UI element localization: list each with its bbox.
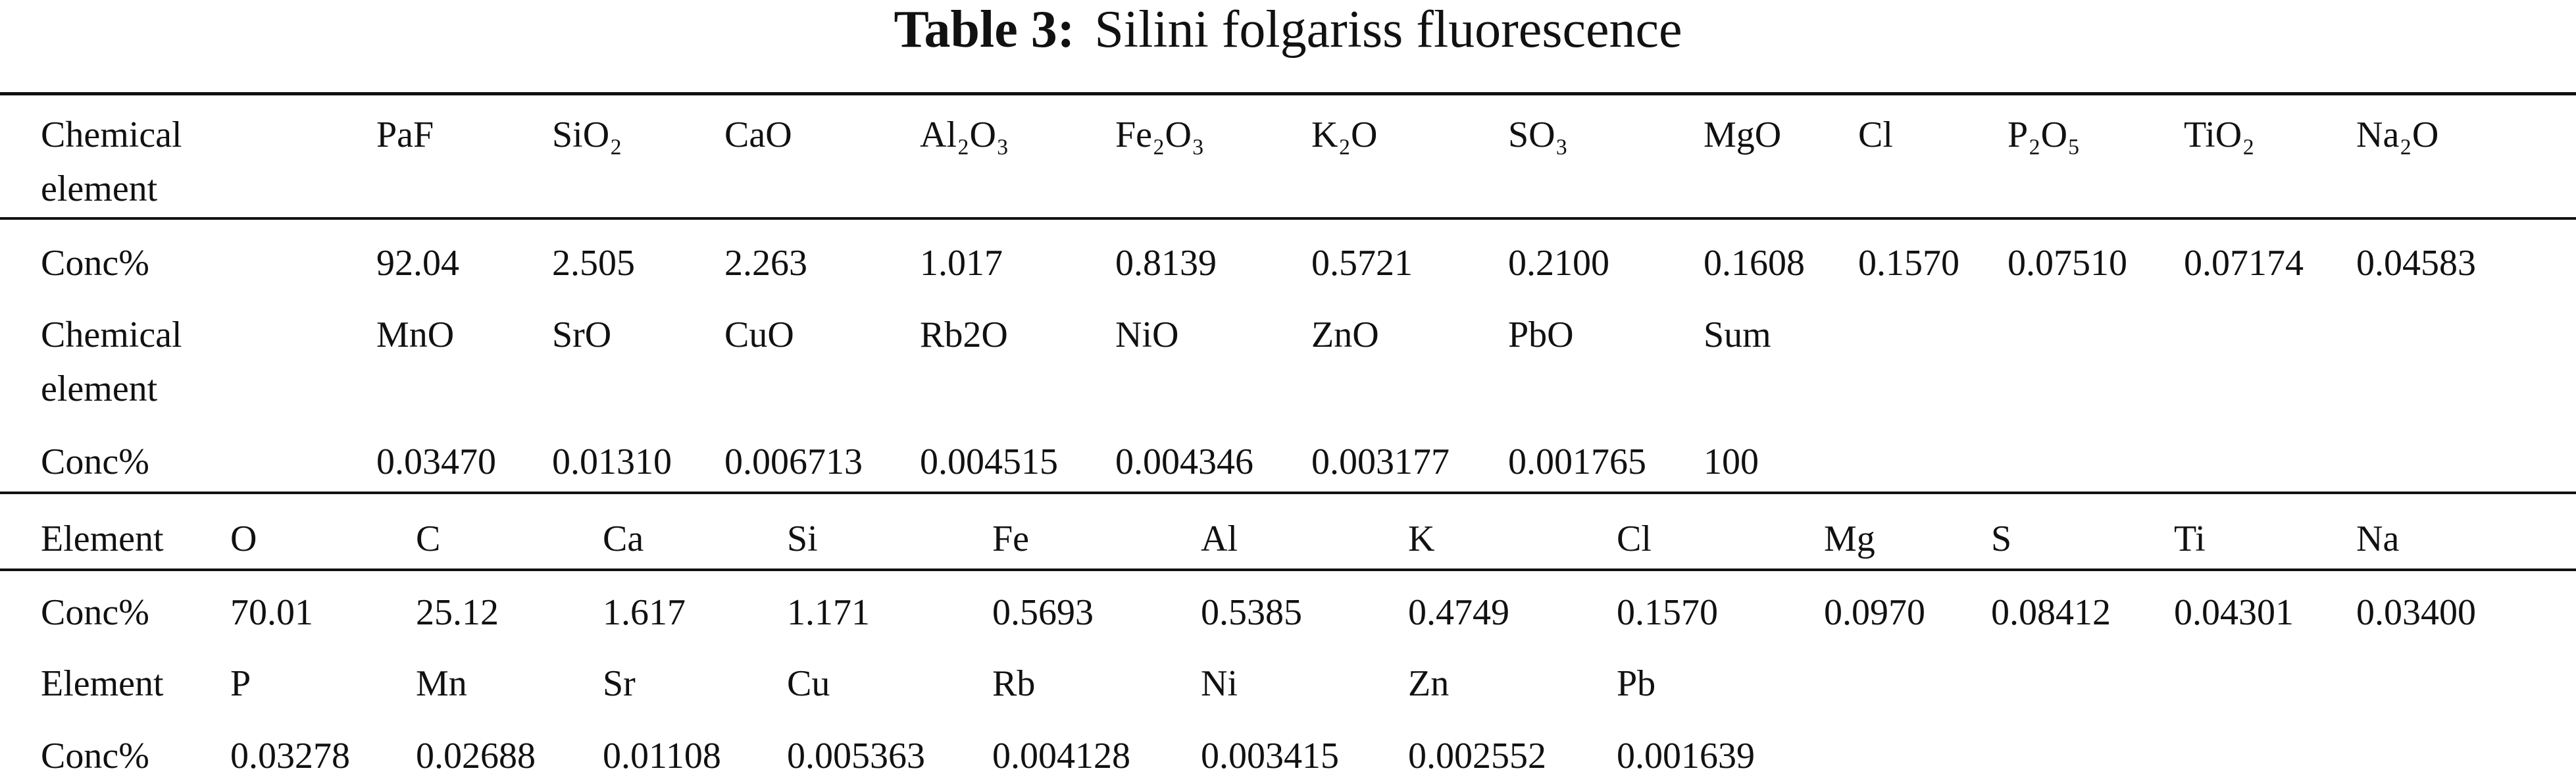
table-cell: 0.002552	[1408, 736, 1546, 776]
table-cell: PaF	[376, 114, 434, 155]
table-cell: CuO	[724, 315, 794, 355]
rule	[0, 92, 2576, 95]
table-cell: P	[230, 663, 251, 704]
table-cell: 2.263	[724, 243, 807, 284]
table-cell: 0.1570	[1858, 243, 1959, 284]
table-cell: 0.001639	[1617, 736, 1755, 776]
rule	[0, 568, 2576, 571]
rule	[0, 492, 2576, 494]
table-cell: 0.2100	[1508, 243, 1609, 284]
rule	[0, 217, 2576, 220]
table-cell: 0.003415	[1201, 736, 1339, 776]
table-cell: 0.8139	[1115, 243, 1217, 284]
table-cell: 0.004346	[1115, 442, 1253, 482]
table-cell: Cl	[1617, 518, 1652, 559]
table-cell: 92.04	[376, 243, 459, 284]
table-cell: ZnO	[1311, 315, 1379, 355]
title-text: Silini folgariss fluorescence	[1094, 1, 1682, 59]
table-cell: P₂O₅	[2008, 114, 2081, 155]
table-cell: Fe	[992, 518, 1029, 559]
row-label: Chemical element	[41, 114, 182, 209]
table-cell: 0.0970	[1824, 592, 1925, 633]
table-cell: 0.004515	[920, 442, 1058, 482]
table-cell: K	[1408, 518, 1435, 559]
table-cell: 1.017	[920, 243, 1003, 284]
table-cell: 0.02688	[416, 736, 536, 776]
table-cell: CaO	[724, 114, 792, 155]
table-cell: Rb	[992, 663, 1036, 704]
table-cell: 70.01	[230, 592, 313, 633]
table-cell: Ni	[1201, 663, 1238, 704]
table-cell: 1.617	[603, 592, 686, 633]
table-cell: 0.03400	[2356, 592, 2476, 633]
table-cell: 0.5721	[1311, 243, 1413, 284]
row-label: Chemical element	[41, 315, 182, 409]
row-label: Element	[41, 518, 164, 559]
table-cell: 0.01108	[603, 736, 721, 776]
table-cell: Na	[2356, 518, 2400, 559]
table-cell: 0.01310	[552, 442, 672, 482]
table-cell: 0.04583	[2356, 243, 2476, 284]
table-cell: 0.1570	[1617, 592, 1718, 633]
table-cell: 25.12	[416, 592, 499, 633]
table-cell: 0.006713	[724, 442, 863, 482]
table-cell: Pb	[1617, 663, 1656, 704]
table-title: Table 3: Silini folgariss fluorescence	[0, 0, 2576, 59]
row-label: Conc%	[41, 243, 149, 284]
table-cell: 0.5385	[1201, 592, 1302, 633]
table-cell: Na₂O	[2356, 114, 2439, 155]
table-cell: Cl	[1858, 114, 1893, 155]
table-cell: 0.1608	[1704, 243, 1805, 284]
row-label: Element	[41, 663, 164, 704]
table-cell: 0.4749	[1408, 592, 1509, 633]
row-label: Conc%	[41, 592, 149, 633]
table-cell: 0.03470	[376, 442, 496, 482]
table-cell: Sum	[1704, 315, 1771, 355]
table-cell: 2.505	[552, 243, 635, 284]
table-cell: 0.04301	[2174, 592, 2294, 633]
table-cell: PbO	[1508, 315, 1574, 355]
table-cell: Mg	[1824, 518, 1875, 559]
table-cell: Zn	[1408, 663, 1450, 704]
table-cell: MgO	[1704, 114, 1782, 155]
table-cell: Mn	[416, 663, 467, 704]
table-cell: Rb2O	[920, 315, 1008, 355]
table-cell: Al	[1201, 518, 1238, 559]
row-label: Conc%	[41, 442, 149, 482]
table-cell: 0.005363	[787, 736, 925, 776]
table-cell: SiO₂	[552, 114, 622, 155]
table-cell: Al₂O₃	[920, 114, 1009, 155]
table-cell: Si	[787, 518, 818, 559]
table-cell: K₂O	[1311, 114, 1378, 155]
table-cell: 0.003177	[1311, 442, 1450, 482]
table-cell: SO₃	[1508, 114, 1569, 155]
table-cell: 1.171	[787, 592, 870, 633]
table-cell: 0.08412	[1991, 592, 2111, 633]
table-cell: 0.03278	[230, 736, 350, 776]
table-cell: Fe₂O₃	[1115, 114, 1205, 155]
table-cell: C	[416, 518, 441, 559]
table-cell: NiO	[1115, 315, 1179, 355]
table-cell: Sr	[603, 663, 636, 704]
table-cell: 0.5693	[992, 592, 1094, 633]
table-cell: MnO	[376, 315, 455, 355]
table-cell: Ca	[603, 518, 644, 559]
table-cell: 100	[1704, 442, 1759, 482]
table-cell: TiO₂	[2184, 114, 2255, 155]
title-label: Table 3:	[894, 1, 1075, 59]
table-cell: 0.001765	[1508, 442, 1646, 482]
table-cell: Ti	[2174, 518, 2206, 559]
table-cell: 0.07510	[2008, 243, 2127, 284]
table-cell: SrO	[552, 315, 612, 355]
table-cell: 0.004128	[992, 736, 1130, 776]
table-cell: Cu	[787, 663, 830, 704]
table-cell: O	[230, 518, 257, 559]
table-cell: 0.07174	[2184, 243, 2304, 284]
table-cell: S	[1991, 518, 2012, 559]
row-label: Conc%	[41, 736, 149, 776]
